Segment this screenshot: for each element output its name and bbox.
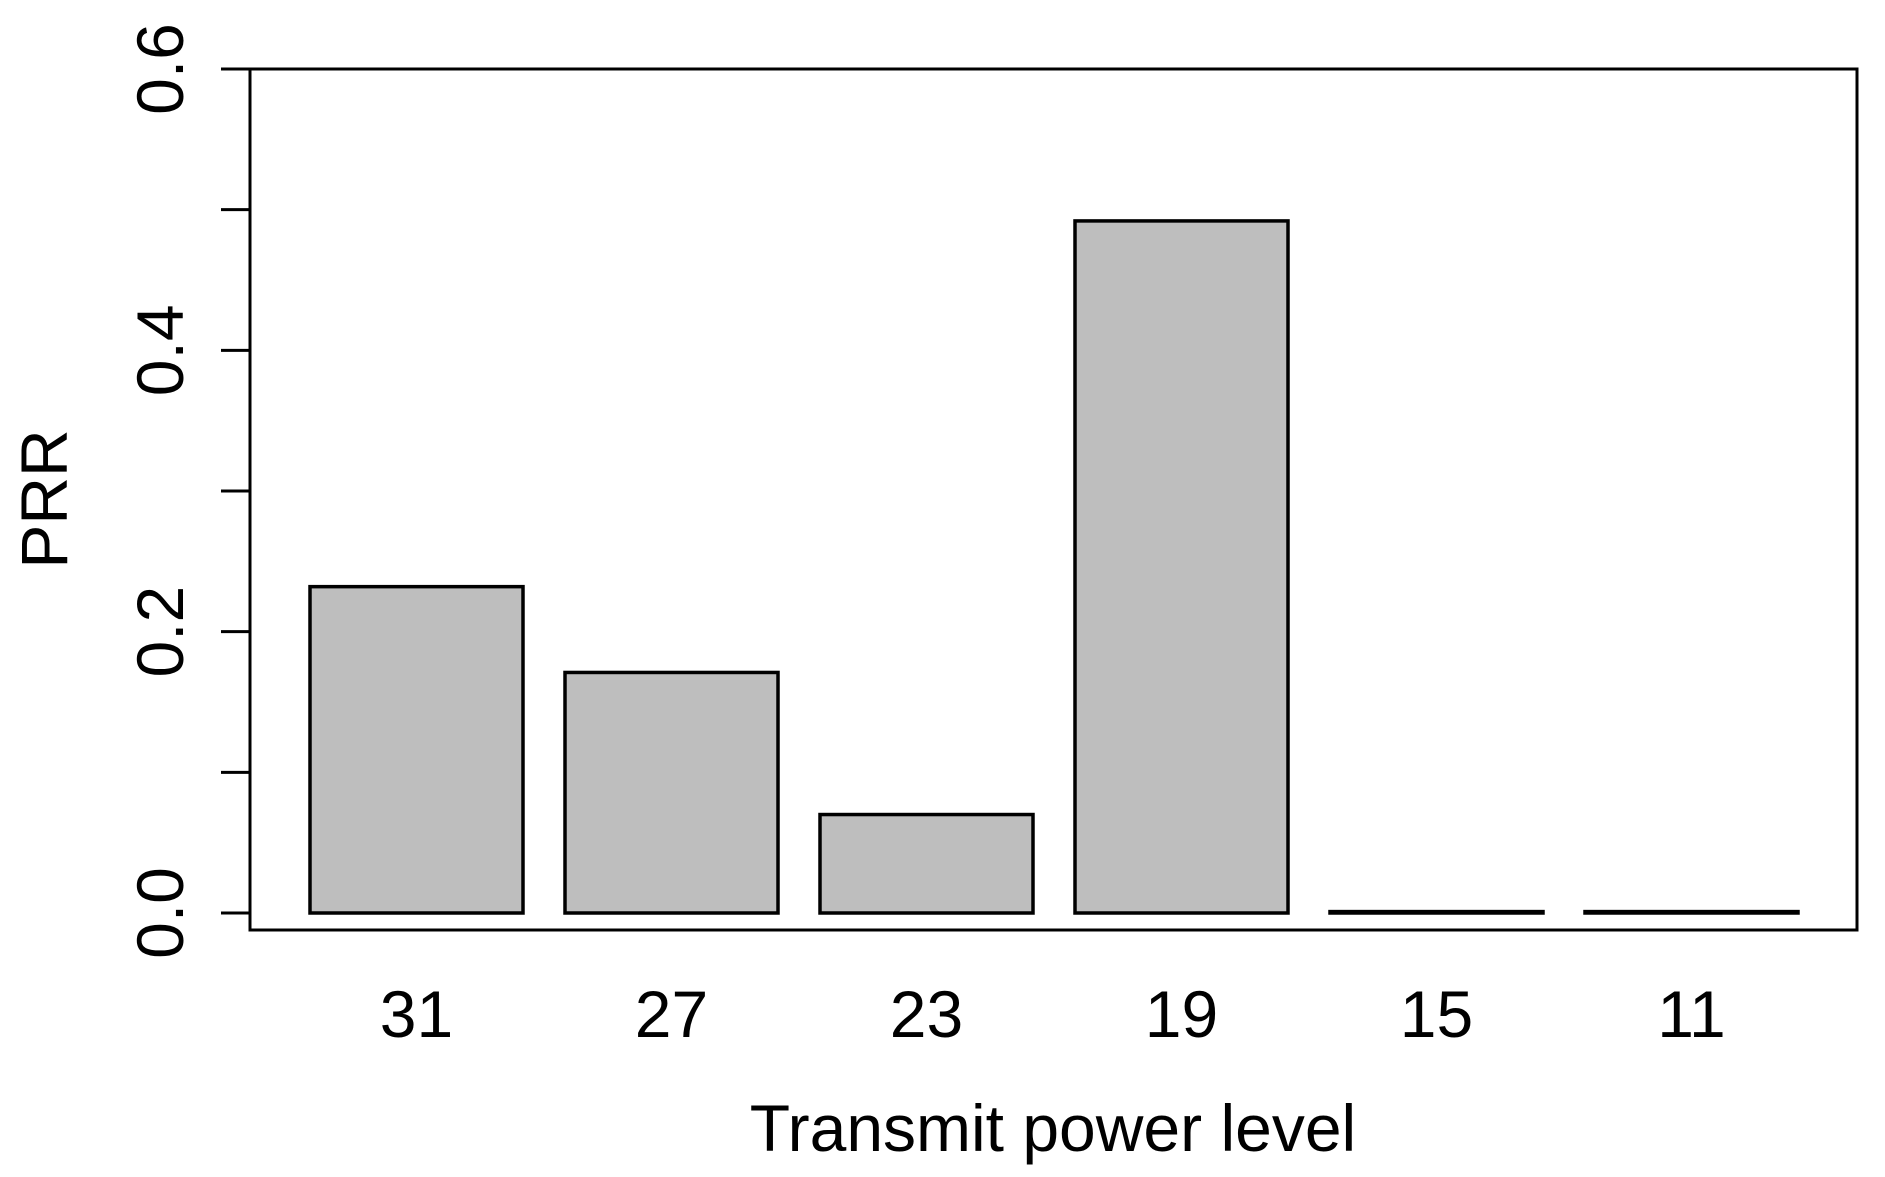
x-axis-category-label: 11 [1657,977,1726,1051]
plot-box [248,67,1859,932]
y-axis-tick-label: 0.0 [123,867,197,959]
bar-19 [1073,219,1290,915]
bar-11 [1583,909,1800,915]
bar-15 [1328,909,1545,915]
x-axis-category-label: 27 [635,977,708,1051]
bar-23 [818,812,1035,915]
x-axis-category-label: 31 [380,977,453,1051]
x-axis-category-label: 15 [1400,977,1473,1051]
plot-area: 0.0 0.2 0.4 0.6 31 27 23 19 15 11 [123,23,1859,1051]
bar-31 [308,584,525,915]
y-axis-tick-label: 0.2 [123,586,197,678]
y-axis-title: PRR [7,429,81,568]
x-axis-category-label: 19 [1145,977,1218,1051]
x-axis-title: Transmit power level [750,1091,1356,1165]
bar-27 [563,670,780,915]
y-axis-tick-label: 0.6 [123,23,197,115]
y-axis-tick-label: 0.4 [123,304,197,396]
x-axis-category-label: 23 [890,977,963,1051]
